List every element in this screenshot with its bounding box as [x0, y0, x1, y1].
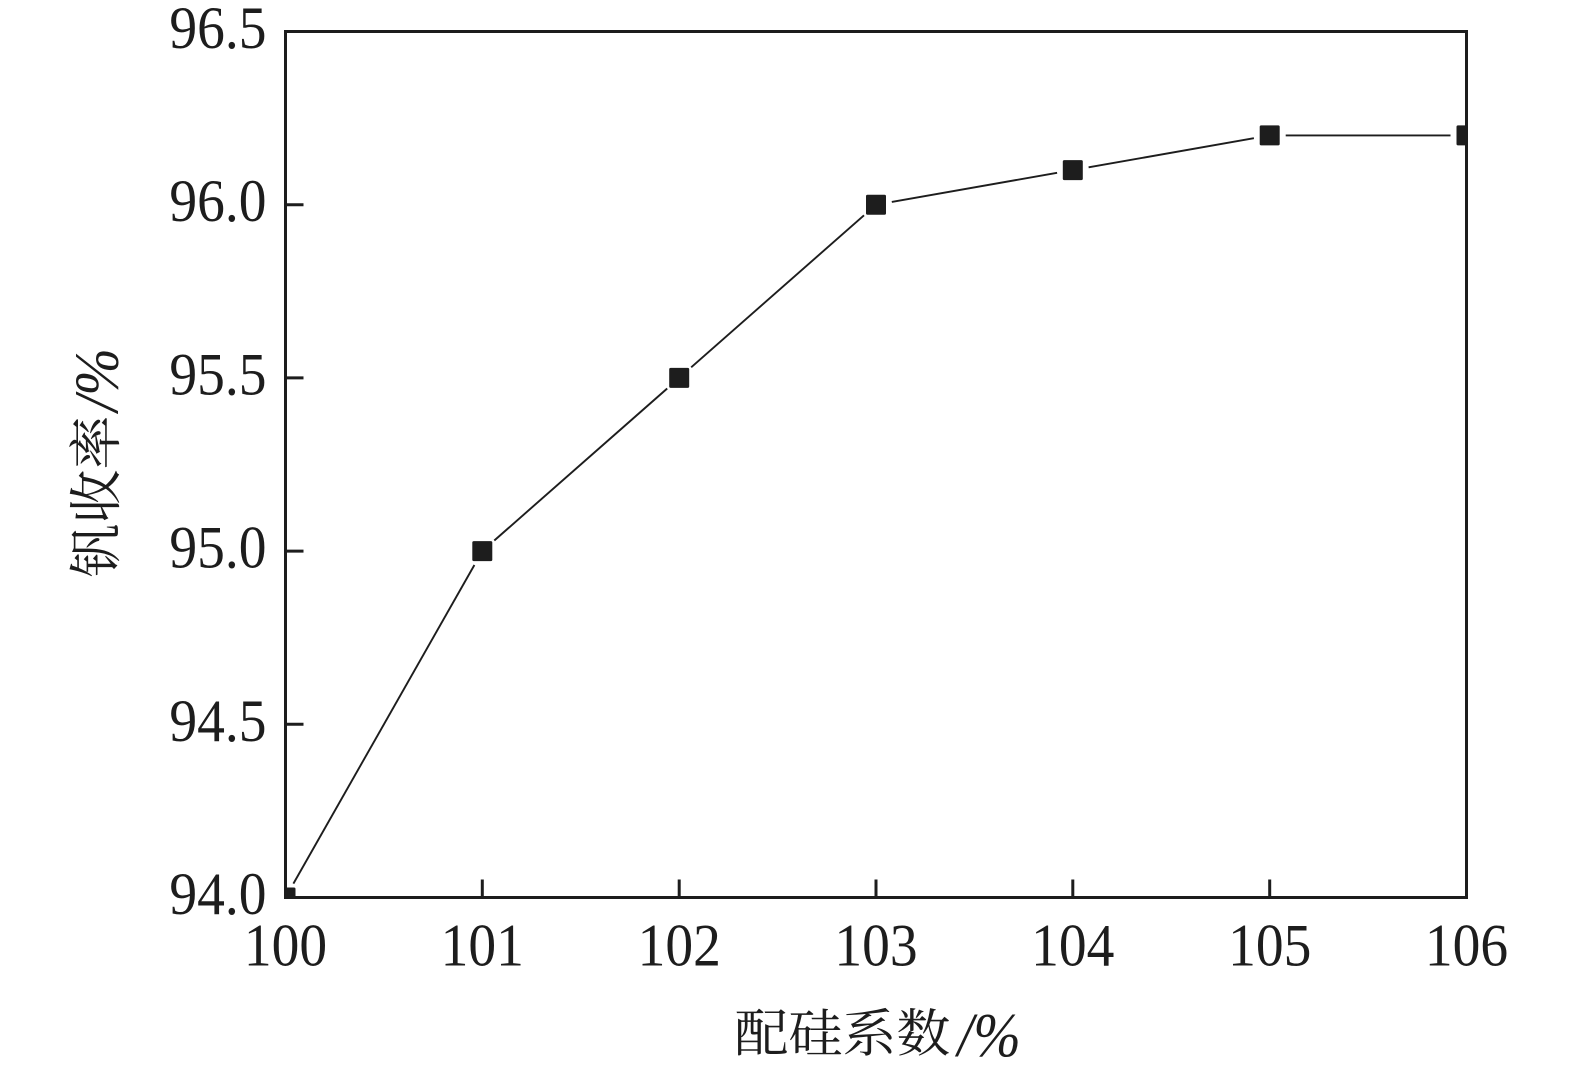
svg-text:101: 101 [441, 914, 524, 979]
svg-text:96.5: 96.5 [169, 0, 266, 61]
svg-text:100: 100 [244, 914, 327, 979]
svg-text:103: 103 [834, 914, 917, 979]
svg-text:/%: /% [62, 348, 131, 414]
svg-text:104: 104 [1031, 914, 1114, 979]
svg-text:94.0: 94.0 [169, 862, 266, 927]
svg-text:/%: /% [955, 1001, 1021, 1070]
svg-text:95.5: 95.5 [169, 343, 266, 408]
svg-text:96.0: 96.0 [169, 169, 266, 234]
svg-text:94.5: 94.5 [169, 689, 266, 754]
svg-text:95.0: 95.0 [169, 516, 266, 581]
svg-text:102: 102 [638, 914, 721, 979]
svg-text:105: 105 [1228, 914, 1311, 979]
svg-text:106: 106 [1425, 914, 1508, 979]
